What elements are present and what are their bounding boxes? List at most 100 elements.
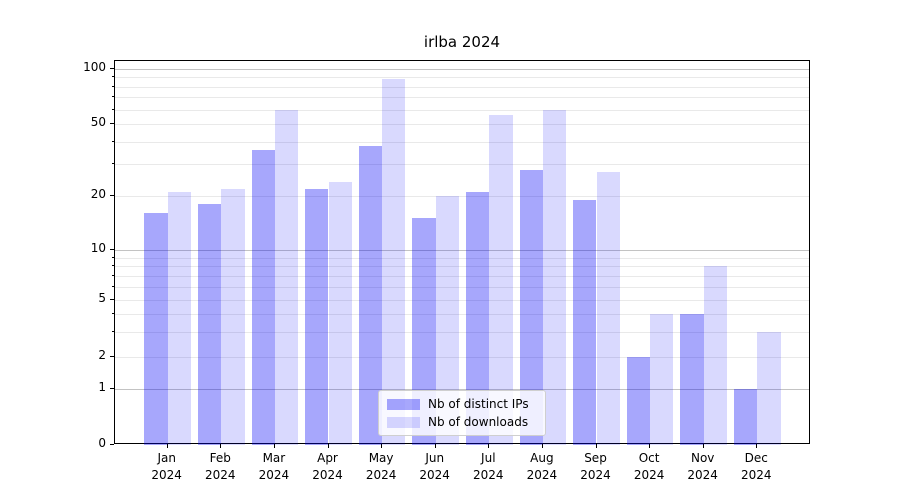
- gridline-y-40: [115, 141, 809, 143]
- gridline-y-2: [115, 357, 809, 358]
- x-axis-label-jan: Jan 2024: [137, 450, 197, 484]
- y-axis-label-100: 100: [83, 60, 106, 74]
- x-axis-label-nov: Nov 2024: [673, 450, 733, 484]
- y-axis-label-1: 1: [98, 380, 106, 394]
- x-axis-tick-jul: [488, 444, 490, 448]
- x-axis-label-jul: Jul 2024: [458, 450, 518, 484]
- y-axis-minor-tick-6: [111, 285, 114, 287]
- x-axis-tick-apr: [327, 444, 329, 448]
- x-axis-label-year: 2024: [633, 468, 665, 482]
- bar-distinct-ips-feb: [197, 204, 222, 445]
- x-axis-label-month: Oct: [638, 451, 660, 465]
- y-axis-tick-1: [110, 388, 114, 390]
- gridline-y-60: [115, 109, 809, 111]
- x-axis-label-year: 2024: [419, 468, 450, 482]
- gridline-y-20: [115, 196, 809, 197]
- x-axis-label-month: Jul: [481, 451, 496, 465]
- gridline-y-9: [115, 257, 809, 259]
- bar-distinct-ips-jan: [144, 213, 168, 445]
- x-axis-label-jun: Jun 2024: [405, 450, 465, 484]
- gridline-y-30: [115, 164, 809, 166]
- bar-downloads-apr: [328, 181, 352, 445]
- x-axis-label-year: 2024: [526, 468, 558, 482]
- x-axis-label-month: Apr: [317, 451, 338, 465]
- legend-label-distinct-ips: Nb of distinct IPs: [428, 397, 529, 411]
- y-axis-minor-tick-7: [111, 274, 114, 276]
- gridline-y-100: [115, 69, 809, 70]
- x-axis-tick-dec: [756, 444, 758, 448]
- x-axis-label-year: 2024: [258, 468, 290, 482]
- x-axis-tick-jan: [166, 444, 168, 448]
- y-axis-label-0: 0: [98, 436, 106, 450]
- x-axis-label-month: Jan: [157, 451, 176, 465]
- gridline-y-70: [115, 97, 809, 99]
- y-axis-tick-2: [110, 356, 114, 358]
- y-axis-tick-100: [110, 68, 114, 70]
- y-axis-minor-tick-9: [111, 256, 114, 258]
- y-axis-minor-tick-30: [111, 163, 114, 165]
- x-axis-label-month: Mar: [262, 451, 286, 465]
- bar-downloads-aug: [542, 109, 567, 445]
- x-axis-tick-jun: [434, 444, 436, 448]
- y-axis-label-10: 10: [90, 241, 106, 255]
- bar-downloads-oct: [650, 313, 674, 445]
- x-axis-label-month: Sep: [584, 451, 607, 465]
- bar-distinct-ips-dec: [733, 389, 758, 445]
- bar-downloads-feb: [221, 188, 245, 445]
- y-axis-tick-20: [110, 195, 114, 197]
- y-axis-minor-tick-60: [111, 108, 114, 110]
- gridline-y-90: [115, 77, 809, 79]
- x-axis-tick-oct: [649, 444, 651, 448]
- legend-swatch-distinct-ips: [387, 398, 420, 410]
- legend-item-downloads: Nb of downloads: [387, 415, 537, 429]
- y-axis-minor-tick-80: [111, 85, 114, 87]
- y-axis-tick-50: [110, 123, 114, 125]
- bar-downloads-nov: [703, 266, 728, 445]
- bar-downloads-dec: [757, 331, 781, 445]
- y-axis-minor-tick-8: [111, 265, 114, 267]
- gridline-y-50: [115, 124, 809, 125]
- x-axis-label-apr: Apr 2024: [298, 450, 358, 484]
- gridline-y-80: [115, 86, 809, 88]
- legend: Nb of distinct IPs Nb of downloads: [378, 390, 546, 436]
- bar-downloads-mar: [274, 109, 299, 445]
- x-axis-label-year: 2024: [580, 468, 611, 482]
- bar-distinct-ips-apr: [305, 188, 329, 445]
- bar-distinct-ips-sep: [573, 199, 597, 445]
- x-axis-label-may: May 2024: [351, 450, 411, 484]
- y-axis-minor-tick-90: [111, 76, 114, 78]
- bar-distinct-ips-aug: [519, 169, 543, 445]
- x-axis-label-feb: Feb 2024: [190, 450, 250, 484]
- gridline-y-3: [115, 331, 809, 333]
- bar-distinct-ips-nov: [680, 313, 704, 445]
- x-axis-tick-sep: [595, 444, 597, 448]
- legend-item-distinct-ips: Nb of distinct IPs: [387, 397, 537, 411]
- x-axis-label-month: Nov: [690, 451, 715, 465]
- x-axis-label-year: 2024: [312, 468, 343, 482]
- x-axis-tick-mar: [273, 444, 276, 448]
- bar-distinct-ips-may: [358, 145, 383, 445]
- y-axis-minor-tick-3: [111, 330, 114, 332]
- x-axis-label-month: May: [368, 451, 394, 465]
- bar-distinct-ips-mar: [251, 149, 275, 445]
- x-axis-tick-feb: [220, 444, 222, 448]
- x-axis-label-year: 2024: [687, 468, 718, 482]
- bar-distinct-ips-jun: [412, 218, 436, 445]
- bar-downloads-sep: [596, 172, 620, 445]
- bar-downloads-may: [382, 79, 406, 445]
- bar-downloads-jul: [489, 115, 513, 445]
- y-axis-minor-tick-4: [111, 312, 114, 314]
- gridline-y-6: [115, 286, 809, 288]
- x-axis-label-month: Dec: [744, 451, 768, 465]
- x-axis-label-month: Feb: [209, 451, 231, 465]
- bar-distinct-ips-jul: [465, 192, 490, 445]
- y-axis-minor-tick-40: [111, 140, 114, 142]
- x-axis-label-dec: Dec 2024: [726, 450, 786, 484]
- plot-area: [114, 60, 810, 445]
- x-axis-label-year: 2024: [365, 468, 397, 482]
- y-axis-tick-0: [110, 444, 114, 446]
- legend-swatch-downloads: [387, 416, 420, 428]
- x-axis-label-year: 2024: [473, 468, 504, 482]
- y-axis-tick-5: [110, 299, 114, 301]
